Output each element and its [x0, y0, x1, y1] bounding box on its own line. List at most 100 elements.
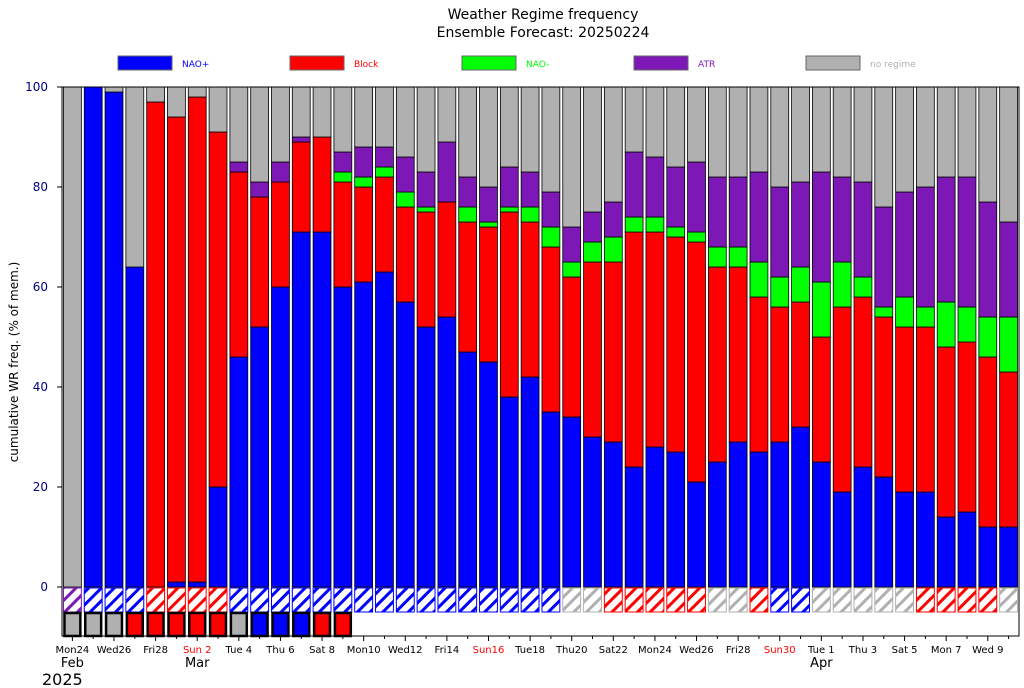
legend-swatch-block [289, 55, 345, 71]
bar-segment-block [229, 171, 249, 358]
bar-segment-nao [895, 491, 914, 588]
dominant-regime-cell-no-regime [999, 587, 1019, 613]
bar-segment-nao [749, 451, 769, 588]
observed-regime-cell-nao [292, 611, 311, 638]
dominant-regime-cell-nao [333, 587, 353, 613]
dominant-regime-cell-nao [479, 587, 498, 613]
bar-segment-no-regime [874, 86, 894, 208]
bar-segment-nao [687, 481, 706, 588]
bar-segment-nao [333, 171, 353, 183]
bar-segment-nao [624, 216, 644, 233]
bar-segment-nao [167, 581, 186, 588]
y-axis-ticks: 0 20 40 60 80 100 [25, 80, 62, 594]
bar-segment-no-regime [603, 86, 623, 203]
y-tick-label: 40 [33, 380, 48, 394]
bar-segment-atr [520, 171, 540, 208]
bar-segment-block [167, 116, 186, 583]
bar-segment-atr [832, 176, 852, 263]
bar-segment-no-regime [687, 86, 706, 163]
bar-segment-nao [375, 271, 394, 588]
year-label: 2025 [42, 670, 83, 688]
bar-segment-nao [187, 581, 207, 588]
bar-segment-nao [416, 206, 436, 213]
dominant-regime-cell-no-regime [832, 587, 852, 613]
bar-segment-nao [645, 216, 665, 233]
bar-segment-no-regime [229, 86, 249, 163]
bar-segment-block [707, 266, 727, 463]
bar-segment-nao [375, 166, 394, 178]
bar-segment-no-regime [999, 86, 1018, 223]
bar-segment-block [624, 231, 644, 468]
bar-segment-block [437, 201, 457, 318]
bar-segment-block [291, 141, 311, 233]
dominant-regime-cell-nao [104, 587, 124, 613]
bar-segment-nao [645, 446, 665, 588]
bar-segment-nao [208, 486, 228, 588]
bar-segment-atr [666, 166, 686, 228]
bar-segment-block [250, 196, 269, 328]
bar-segment-atr [271, 161, 290, 183]
bar-segment-atr [333, 151, 353, 173]
bar-segment-nao [562, 416, 582, 588]
dominant-regime-cell-block [957, 587, 977, 613]
bar-segment-nao [583, 436, 602, 588]
bar-segment-nao [791, 266, 810, 303]
dominant-regime-cell-nao [354, 587, 374, 613]
bar-segment-block [770, 306, 790, 443]
bar-segment-atr [749, 171, 769, 263]
bar-segment-nao [479, 361, 498, 588]
bar-segment-nao [853, 466, 873, 588]
observed-regime-cell-no-regime [63, 611, 82, 638]
bar-segment-no-regime [395, 86, 415, 158]
bar-segment-no-regime [104, 86, 124, 93]
bar-segment-nao [874, 476, 894, 588]
bar-segment-atr [728, 176, 748, 248]
bar-segment-atr [791, 181, 810, 268]
bar-segment-nao [666, 451, 686, 588]
dominant-regime-cell-nao [499, 587, 519, 613]
bar-segment-nao [666, 226, 686, 238]
legend-swatch-atr [633, 55, 689, 71]
bar-segment-block [603, 261, 623, 443]
bar-segment-atr [916, 186, 935, 308]
bar-segment-no-regime [666, 86, 686, 168]
bar-segment-nao [499, 396, 519, 588]
bar-segment-no-regime [812, 86, 831, 173]
dominant-regime-cell-no-regime [874, 587, 894, 613]
bar-segment-atr [624, 151, 644, 218]
bar-segment-nao [520, 206, 540, 223]
bar-segment-atr [978, 201, 998, 318]
bar-segment-no-regime [291, 86, 311, 138]
bar-segment-no-regime [208, 86, 228, 133]
x-tick-label: Thu20 [555, 645, 588, 656]
bar-segment-nao [437, 316, 457, 588]
bar-segment-no-regime [624, 86, 644, 153]
x-axis-ticks: Mon24 Wed26 Fri28 Sun 2 Tue 4 Thu 6 Sat 8 Mon10… [55, 636, 1010, 656]
bar-segment-nao [957, 511, 977, 588]
bar-segment-block [562, 276, 582, 418]
bar-segment-nao [812, 461, 831, 588]
dominant-regime-cell-nao [395, 587, 415, 613]
bar-segment-nao [104, 91, 124, 588]
bar-segment-atr [479, 186, 498, 223]
bar-segment-no-regime [645, 86, 665, 158]
x-tick-label: Mon 7 [931, 645, 962, 656]
chart-subtitle: Ensemble Forecast: 20250224 [437, 25, 650, 41]
x-tick-label: Mon24 [638, 645, 672, 656]
bar-segment-nao [770, 441, 790, 588]
bar-segment-nao [832, 261, 852, 308]
bar-segment-nao [624, 466, 644, 588]
bar-segment-block [312, 136, 332, 233]
bar-segment-no-regime [749, 86, 769, 173]
bar-segment-no-regime [125, 86, 145, 268]
bar-segment-nao [957, 306, 977, 343]
bar-segment-atr [375, 146, 394, 168]
bar-segment-nao [874, 306, 894, 318]
x-tick-label: Mon24 [55, 645, 89, 656]
bar-segment-nao [978, 316, 998, 358]
bar-segment-block [395, 206, 415, 303]
bar-segment-block [416, 211, 436, 328]
bar-segment-nao [354, 176, 374, 188]
dominant-regime-cell-no-regime [728, 587, 748, 613]
